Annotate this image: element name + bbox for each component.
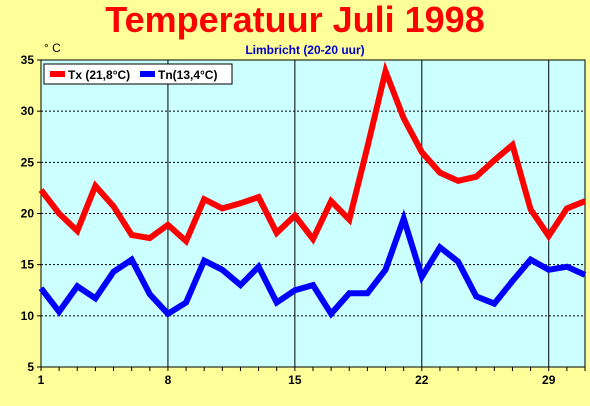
series-lines bbox=[38, 61, 587, 319]
y-axis-ticks: 5 10 15 20 25 30 35 bbox=[21, 53, 41, 374]
y-tick-label: 35 bbox=[21, 53, 35, 67]
x-tick-label: 29 bbox=[542, 373, 556, 387]
y-tick-label: 25 bbox=[21, 155, 35, 169]
legend-box bbox=[43, 63, 233, 85]
legend-label: Tn(13,4°C) bbox=[158, 68, 217, 82]
legend-label: Tx (21,8°C) bbox=[68, 68, 130, 82]
series-line-tx bbox=[38, 61, 587, 247]
y-tick-label: 5 bbox=[27, 360, 34, 374]
series-line-tn bbox=[38, 209, 587, 319]
x-axis-ticks: 1 8 15 22 29 bbox=[38, 367, 586, 387]
y-axis-unit: ° C bbox=[44, 41, 61, 55]
x-tick-label: 22 bbox=[415, 373, 429, 387]
y-tick-label: 10 bbox=[21, 309, 35, 323]
y-tick-label: 20 bbox=[21, 207, 35, 221]
legend: Tx (21,8°C) Tn(13,4°C) bbox=[43, 63, 233, 85]
y-tick-label: 30 bbox=[21, 104, 35, 118]
x-tick-label: 15 bbox=[288, 373, 302, 387]
x-tick-label: 1 bbox=[38, 373, 45, 387]
chart-title: Temperatuur Juli 1998 bbox=[105, 0, 484, 40]
y-tick-label: 15 bbox=[21, 258, 35, 272]
x-tick-label: 8 bbox=[165, 373, 172, 387]
chart-subtitle: Limbricht (20-20 uur) bbox=[245, 43, 364, 57]
